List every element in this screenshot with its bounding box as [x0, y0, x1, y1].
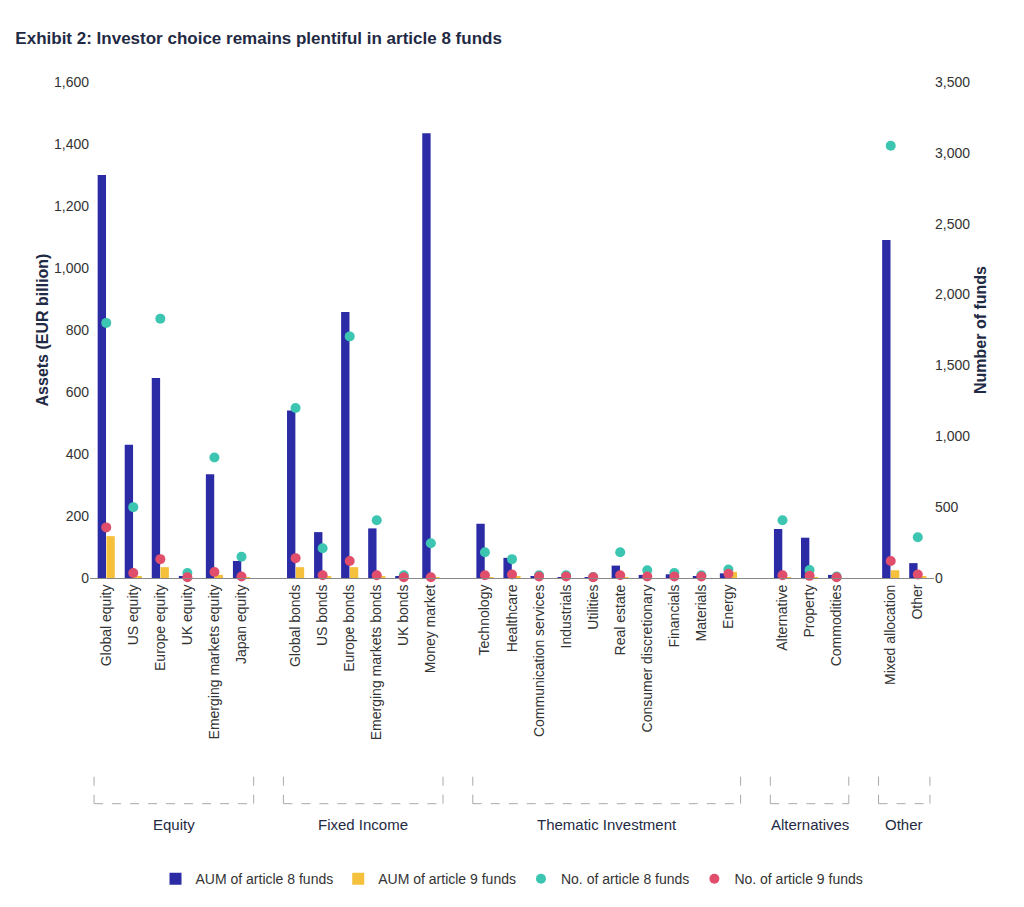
svg-text:Money market: Money market — [422, 584, 438, 673]
svg-text:Assets (EUR billion): Assets (EUR billion) — [34, 254, 51, 407]
svg-text:Materials: Materials — [693, 585, 709, 642]
svg-text:US bonds: US bonds — [314, 585, 330, 646]
svg-text:Real estate: Real estate — [612, 584, 628, 655]
svg-text:Property: Property — [801, 585, 817, 638]
svg-text:Communication services: Communication services — [531, 585, 547, 738]
svg-text:0: 0 — [81, 570, 89, 586]
svg-text:Consumer discretionary: Consumer discretionary — [639, 585, 655, 733]
svg-text:Technology: Technology — [477, 585, 493, 656]
svg-text:0: 0 — [935, 570, 943, 586]
svg-text:Energy: Energy — [720, 585, 736, 629]
svg-text:3,500: 3,500 — [935, 74, 970, 90]
svg-text:Japan equity: Japan equity — [233, 585, 249, 664]
svg-text:2,000: 2,000 — [935, 286, 970, 302]
svg-text:Healthcare: Healthcare — [504, 584, 520, 652]
svg-text:Europe bonds: Europe bonds — [341, 585, 357, 672]
svg-text:Thematic Investment: Thematic Investment — [537, 816, 677, 833]
svg-text:200: 200 — [66, 508, 90, 524]
svg-text:1,500: 1,500 — [935, 357, 970, 373]
svg-text:Alternatives: Alternatives — [771, 816, 849, 833]
svg-text:No. of article 9 funds: No. of article 9 funds — [734, 871, 862, 887]
svg-text:Utilities: Utilities — [585, 585, 601, 630]
svg-text:Equity: Equity — [153, 816, 195, 833]
svg-text:Emerging markets equity: Emerging markets equity — [206, 585, 222, 740]
svg-text:UK equity: UK equity — [179, 585, 195, 646]
svg-text:Other: Other — [909, 584, 925, 619]
svg-text:Industrials: Industrials — [558, 585, 574, 649]
svg-text:600: 600 — [66, 384, 90, 400]
svg-text:Mixed allocation: Mixed allocation — [882, 585, 898, 685]
svg-text:1,600: 1,600 — [54, 74, 89, 90]
svg-text:400: 400 — [66, 446, 90, 462]
svg-text:AUM of article 8 funds: AUM of article 8 funds — [196, 871, 334, 887]
svg-text:Financials: Financials — [666, 585, 682, 648]
svg-text:Fixed Income: Fixed Income — [318, 816, 408, 833]
svg-text:Other: Other — [885, 816, 923, 833]
svg-text:Emerging markets bonds: Emerging markets bonds — [368, 585, 384, 741]
svg-text:UK bonds: UK bonds — [395, 585, 411, 646]
svg-text:1,000: 1,000 — [935, 428, 970, 444]
svg-text:3,000: 3,000 — [935, 145, 970, 161]
svg-text:2,500: 2,500 — [935, 216, 970, 232]
svg-text:AUM of article 9 funds: AUM of article 9 funds — [378, 871, 516, 887]
svg-text:1,400: 1,400 — [54, 136, 89, 152]
svg-text:Europe equity: Europe equity — [152, 585, 168, 671]
svg-text:Global bonds: Global bonds — [287, 585, 303, 668]
svg-text:No. of article 8 funds: No. of article 8 funds — [561, 871, 689, 887]
svg-text:Commodities: Commodities — [828, 585, 844, 667]
svg-text:500: 500 — [935, 499, 959, 515]
svg-text:Number of funds: Number of funds — [972, 266, 989, 394]
svg-text:Exhibit 2: Investor choice rem: Exhibit 2: Investor choice remains plent… — [15, 29, 502, 48]
svg-text:Alternative: Alternative — [774, 584, 790, 650]
svg-text:US equity: US equity — [125, 585, 141, 646]
svg-text:Global equity: Global equity — [98, 585, 114, 667]
svg-text:800: 800 — [66, 322, 90, 338]
svg-text:1,200: 1,200 — [54, 198, 89, 214]
svg-text:1,000: 1,000 — [54, 260, 89, 276]
